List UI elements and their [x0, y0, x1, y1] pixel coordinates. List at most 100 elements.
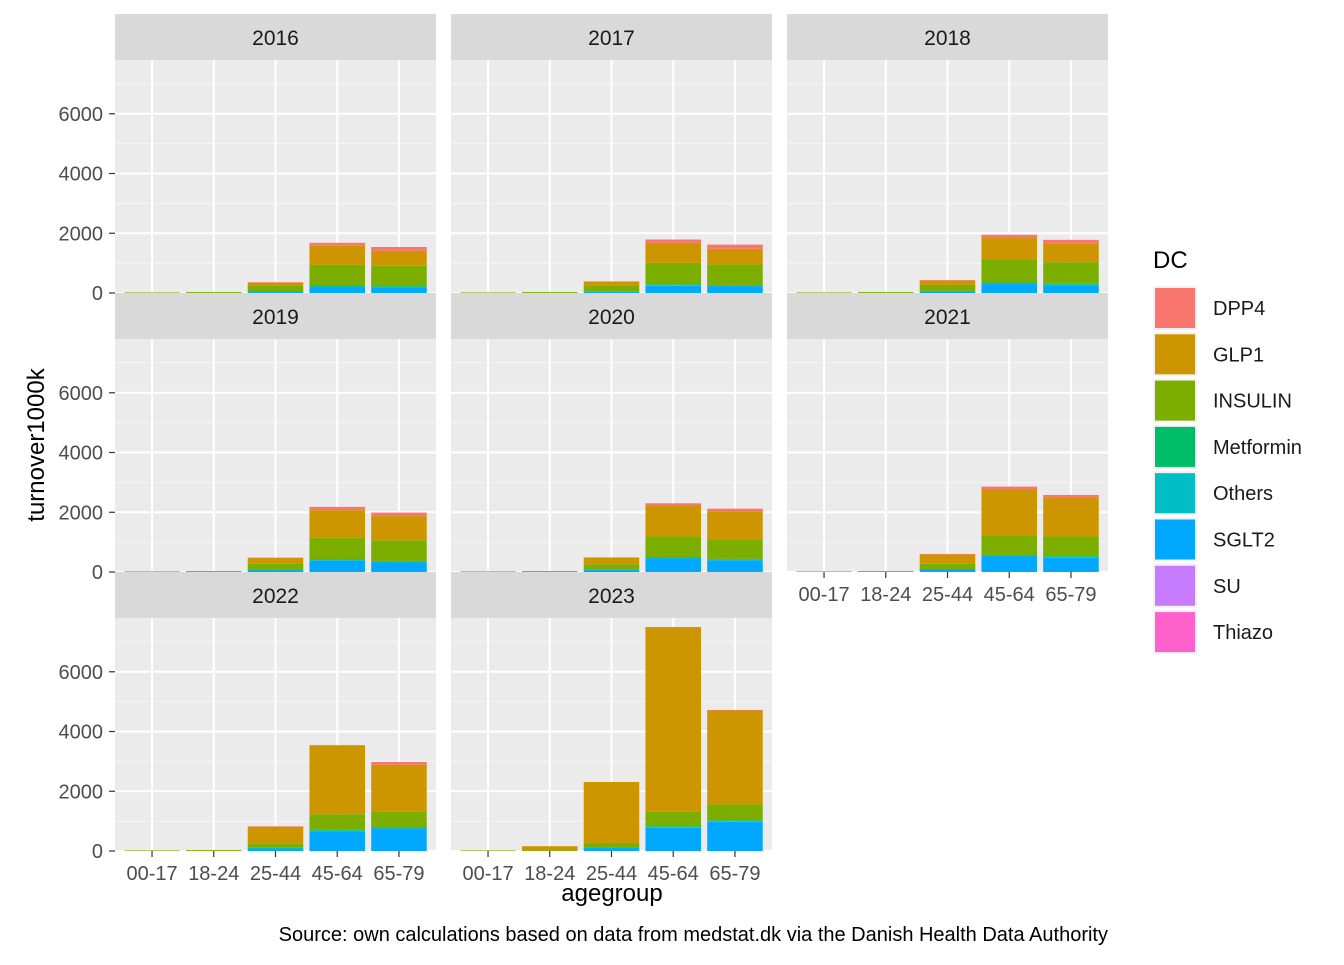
facet-strip-2018 — [787, 14, 1108, 60]
x-tick-label: 18-24 — [860, 584, 911, 606]
bar-2021-45-64-INSULIN — [981, 535, 1038, 555]
x-tick-label: 65-79 — [709, 863, 760, 885]
legend-swatch-Thiazo — [1155, 612, 1195, 653]
bar-2018-45-64-Others — [981, 283, 1038, 285]
bar-2023-65-79-INSULIN — [707, 804, 763, 821]
bar-2019-45-64-Metformin — [309, 559, 366, 561]
bar-2023-25-44-Metformin — [583, 847, 640, 848]
bar-2021-45-64-GLP1 — [981, 488, 1038, 536]
legend-swatch-Metformin — [1155, 426, 1195, 467]
bar-2021-25-44-Others — [919, 569, 976, 570]
bar-2017-65-79-Others — [707, 285, 763, 287]
bar-2022-45-64-Metformin — [309, 829, 366, 831]
bar-2017-45-64-Others — [645, 285, 702, 286]
bar-2022-45-64-SGLT2 — [309, 831, 366, 851]
facet-label-2017: 2017 — [588, 27, 635, 50]
bar-2022-18-24-INSULIN — [185, 850, 242, 851]
bar-2019-65-79-GLP1 — [371, 516, 427, 541]
x-tick-label: 00-17 — [798, 584, 849, 606]
bar-2016-25-44-Metformin — [247, 291, 304, 293]
bar-2017-65-79-Metformin — [707, 284, 763, 286]
legend-swatch-Others — [1155, 473, 1195, 514]
legend-label-Metformin: Metformin — [1213, 437, 1302, 459]
bar-2017-25-44-INSULIN — [583, 285, 640, 292]
bar-2022-65-79-INSULIN — [371, 811, 427, 828]
bar-2016-00-17-INSULIN — [124, 292, 180, 293]
y-tick-label: 4000 — [59, 722, 104, 744]
y-tick-label: 4000 — [59, 443, 104, 465]
bar-2018-65-79-Metformin — [1043, 283, 1099, 285]
bar-2023-45-64-DPP4 — [645, 626, 702, 628]
bar-2022-65-79-GLP1 — [371, 764, 427, 812]
bar-2019-00-17-INSULIN — [124, 571, 180, 572]
bar-2016-18-24-INSULIN — [185, 292, 242, 293]
legend-label-Thiazo: Thiazo — [1213, 622, 1273, 644]
bar-2023-25-44-Others — [583, 847, 640, 849]
bar-2019-25-44-GLP1 — [247, 557, 304, 564]
bar-2019-65-79-Others — [371, 561, 427, 563]
bar-2021-65-79-GLP1 — [1043, 497, 1099, 537]
bar-2021-25-44-DPP4 — [919, 554, 976, 555]
bar-2021-25-44-SGLT2 — [919, 569, 976, 572]
bar-2018-00-17-INSULIN — [796, 292, 852, 293]
bar-2016-45-64-SGLT2 — [309, 287, 366, 293]
bar-2019-65-79-SGLT2 — [371, 562, 427, 572]
bar-2019-65-79-INSULIN — [371, 540, 427, 561]
bar-2017-45-64-SGLT2 — [645, 285, 702, 293]
bar-2018-25-44-GLP1 — [919, 280, 976, 285]
bar-2018-25-44-DPP4 — [919, 280, 976, 281]
bar-2023-45-64-SGLT2 — [645, 827, 702, 851]
legend-swatch-SU — [1155, 565, 1195, 606]
bar-2020-45-64-INSULIN — [645, 536, 702, 558]
bar-2017-65-79-DPP4 — [707, 244, 763, 249]
bar-2018-25-44-SGLT2 — [919, 291, 976, 293]
bar-2020-65-79-Metformin — [707, 558, 763, 560]
legend-label-Others: Others — [1213, 483, 1273, 505]
bar-2017-18-24-INSULIN — [521, 292, 578, 293]
bar-2022-25-44-DPP4 — [247, 826, 304, 827]
bar-2023-65-79-Others — [707, 821, 763, 822]
y-tick-label: 6000 — [59, 104, 104, 126]
bar-2019-45-64-SGLT2 — [309, 560, 366, 572]
bar-2016-65-79-GLP1 — [371, 250, 427, 266]
bar-2019-45-64-DPP4 — [309, 506, 366, 511]
x-tick-label: 00-17 — [462, 863, 513, 885]
bar-2023-65-79-SGLT2 — [707, 821, 763, 851]
facet-strip-2021 — [787, 293, 1108, 339]
bar-2017-45-64-Metformin — [645, 284, 702, 286]
facet-label-2020: 2020 — [588, 306, 635, 329]
bar-2020-00-17-INSULIN — [460, 571, 516, 572]
bar-2017-25-44-Others — [583, 291, 640, 293]
x-tick-label: 45-64 — [648, 863, 699, 885]
bar-2023-25-44-SGLT2 — [583, 848, 640, 851]
bar-2020-25-44-Others — [583, 569, 640, 571]
bar-2020-25-44-Metformin — [583, 569, 640, 570]
bar-2020-65-79-GLP1 — [707, 511, 763, 540]
bar-2016-25-44-GLP1 — [247, 282, 304, 286]
facet-strip-2017 — [451, 14, 772, 60]
bar-2022-65-79-SGLT2 — [371, 828, 427, 851]
legend-swatch-GLP1 — [1155, 334, 1195, 375]
bar-2017-25-44-DPP4 — [583, 281, 640, 282]
x-tick-label: 45-64 — [984, 584, 1035, 606]
facet-label-2021: 2021 — [924, 306, 971, 329]
legend-label-GLP1: GLP1 — [1213, 344, 1264, 366]
legend-label-DPP4: DPP4 — [1213, 298, 1265, 320]
bar-2019-45-64-Others — [309, 560, 366, 561]
facet-strip-2019 — [115, 293, 436, 339]
bar-2023-65-79-DPP4 — [707, 710, 763, 711]
y-tick-label: 0 — [92, 841, 103, 863]
bar-2017-65-79-GLP1 — [707, 248, 763, 265]
bar-2019-25-44-Others — [247, 570, 304, 571]
facet-label-2019: 2019 — [252, 306, 299, 329]
bar-2018-25-44-Others — [919, 291, 976, 292]
bar-2020-25-44-GLP1 — [583, 557, 640, 565]
bar-2018-65-79-DPP4 — [1043, 239, 1099, 244]
bar-2018-45-64-GLP1 — [981, 238, 1038, 260]
bar-2022-45-64-INSULIN — [309, 814, 366, 830]
bar-2019-65-79-DPP4 — [371, 512, 427, 517]
bar-2017-45-64-DPP4 — [645, 239, 702, 243]
x-tick-label: 25-44 — [922, 584, 973, 606]
bar-2018-65-79-Others — [1043, 284, 1099, 286]
bar-2017-25-44-Metformin — [583, 291, 640, 292]
